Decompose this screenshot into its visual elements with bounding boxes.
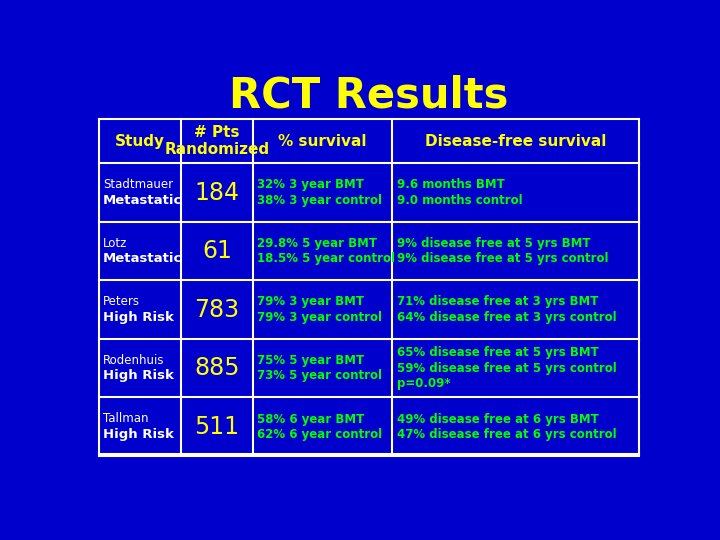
Text: Lotz: Lotz xyxy=(103,237,127,250)
Text: 38% 3 year control: 38% 3 year control xyxy=(258,194,382,207)
Text: 58% 6 year BMT: 58% 6 year BMT xyxy=(258,413,364,426)
Text: 71% disease free at 3 yrs BMT: 71% disease free at 3 yrs BMT xyxy=(397,295,598,308)
Text: 61: 61 xyxy=(202,239,232,263)
Text: RCT Results: RCT Results xyxy=(229,75,509,117)
Text: Tallman: Tallman xyxy=(103,413,148,426)
Text: Stadtmauer: Stadtmauer xyxy=(103,178,174,191)
Text: 18.5% 5 year control: 18.5% 5 year control xyxy=(258,252,395,265)
Text: 49% disease free at 6 yrs BMT: 49% disease free at 6 yrs BMT xyxy=(397,413,598,426)
Text: 184: 184 xyxy=(194,180,240,205)
Text: 62% 6 year control: 62% 6 year control xyxy=(258,428,382,441)
Text: 9.0 months control: 9.0 months control xyxy=(397,194,523,207)
Text: 29.8% 5 year BMT: 29.8% 5 year BMT xyxy=(258,237,377,250)
Text: 511: 511 xyxy=(194,415,240,438)
Text: 79% 3 year control: 79% 3 year control xyxy=(258,311,382,324)
Text: Rodenhuis: Rodenhuis xyxy=(103,354,165,367)
Text: 59% disease free at 5 yrs control: 59% disease free at 5 yrs control xyxy=(397,362,616,375)
Text: High Risk: High Risk xyxy=(103,311,174,324)
Text: 65% disease free at 5 yrs BMT: 65% disease free at 5 yrs BMT xyxy=(397,346,598,359)
Text: High Risk: High Risk xyxy=(103,428,174,441)
Text: # Pts
Randomized: # Pts Randomized xyxy=(165,125,270,157)
Text: Disease-free survival: Disease-free survival xyxy=(425,133,606,148)
Text: 73% 5 year control: 73% 5 year control xyxy=(258,369,382,382)
Text: 75% 5 year BMT: 75% 5 year BMT xyxy=(258,354,364,367)
Text: 885: 885 xyxy=(194,356,240,380)
Text: 783: 783 xyxy=(194,298,240,322)
Text: 79% 3 year BMT: 79% 3 year BMT xyxy=(258,295,364,308)
Text: Peters: Peters xyxy=(103,295,140,308)
Text: % survival: % survival xyxy=(278,133,366,148)
Text: 32% 3 year BMT: 32% 3 year BMT xyxy=(258,178,364,191)
Text: 9.6 months BMT: 9.6 months BMT xyxy=(397,178,505,191)
Text: Metastatic: Metastatic xyxy=(103,194,183,207)
Text: High Risk: High Risk xyxy=(103,369,174,382)
Text: Study: Study xyxy=(115,133,166,148)
Text: 47% disease free at 6 yrs control: 47% disease free at 6 yrs control xyxy=(397,428,616,441)
Text: p=0.09*: p=0.09* xyxy=(397,377,451,390)
Text: Metastatic: Metastatic xyxy=(103,252,183,265)
Text: 9% disease free at 5 yrs control: 9% disease free at 5 yrs control xyxy=(397,252,608,265)
Text: 9% disease free at 5 yrs BMT: 9% disease free at 5 yrs BMT xyxy=(397,237,590,250)
Text: 64% disease free at 3 yrs control: 64% disease free at 3 yrs control xyxy=(397,311,616,324)
